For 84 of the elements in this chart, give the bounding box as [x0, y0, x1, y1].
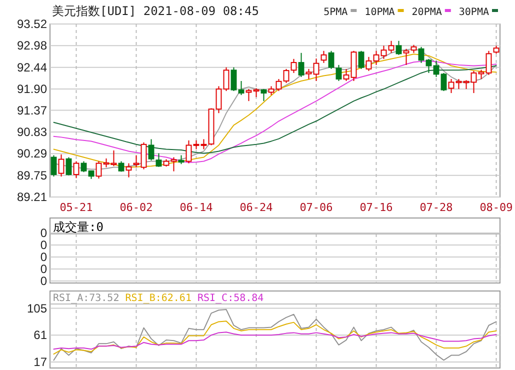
candlestick [396, 40, 402, 56]
legend-label: 5PMA [324, 7, 348, 18]
candlestick [440, 72, 447, 92]
candlestick [50, 154, 57, 178]
candlestick [73, 160, 80, 179]
y-tick-label: 92.98 [16, 38, 48, 53]
candlestick [298, 52, 304, 78]
line-series [53, 332, 497, 350]
candlestick [403, 48, 410, 66]
candlestick [433, 60, 440, 78]
y-tick-label: 91.90 [16, 82, 48, 96]
x-tick-label: 05-21 [60, 201, 93, 214]
candlestick [170, 156, 177, 172]
candlestick [388, 40, 394, 54]
candlestick [140, 142, 147, 170]
x-tick-label: 07-16 [360, 201, 393, 214]
candlestick [230, 66, 237, 92]
line-series [53, 308, 497, 361]
candlestick [260, 88, 267, 102]
candlestick [246, 88, 252, 102]
candlestick [486, 50, 492, 76]
candlestick [223, 66, 230, 92]
candlestick [343, 68, 350, 82]
y-tick-label: 90.29 [16, 146, 48, 161]
legend-label: 10PMA [364, 7, 395, 18]
candlestick [186, 140, 192, 164]
candlestick [470, 70, 477, 94]
y-tick-label: 61 [34, 328, 48, 342]
candlestick [456, 78, 462, 90]
candlestick [156, 152, 162, 168]
candlestick [478, 69, 484, 80]
text: 0 [40, 274, 48, 288]
legend-label: 30PMA [458, 7, 489, 18]
candlestick [306, 68, 312, 80]
text: RSI_C:58.84 [197, 293, 264, 304]
candlestick [426, 58, 432, 74]
candlestick [366, 56, 372, 72]
legend-label: 20PMA [412, 7, 442, 18]
y-tick-label: 93.52 [16, 17, 48, 31]
y-tick-label: 89.75 [16, 168, 48, 182]
y-tick-label: 17 [34, 355, 48, 369]
candlestick [373, 50, 380, 66]
y-tick-label: 90.83 [16, 124, 48, 139]
text: RSI_A:73.52 [53, 293, 120, 304]
candlestick [216, 86, 222, 114]
candlestick [66, 156, 72, 176]
x-tick-label: 06-14 [180, 201, 214, 214]
candlestick [126, 162, 132, 178]
candlestick [276, 78, 282, 92]
y-tick-label: 92.44 [16, 60, 48, 74]
candlestick [133, 154, 140, 168]
candlestick [328, 50, 334, 70]
text: 0 [40, 250, 48, 264]
text: 0 [40, 262, 48, 276]
candlestick [336, 64, 342, 82]
candlestick [283, 68, 290, 84]
x-tick-label: 07-06 [300, 201, 333, 214]
candlestick [238, 80, 244, 96]
x-tick-label: 06-24 [240, 201, 274, 214]
candlestick [418, 46, 424, 64]
candlestick [96, 160, 102, 180]
x-tick-label: 08-09 [480, 201, 513, 214]
text: 0 [40, 238, 48, 252]
candlestick [358, 50, 364, 70]
chart-title: 美元指数[UDI] 2021-08-09 08:45 [52, 4, 259, 18]
line-series [53, 320, 497, 355]
x-tick-label: 06-02 [120, 201, 153, 214]
y-tick-label: 91.37 [16, 103, 48, 118]
y-tick-label: 105 [26, 301, 48, 316]
candlestick [448, 78, 454, 94]
candlestick [320, 50, 327, 64]
text: RSI_B:62.61 [125, 293, 192, 304]
candlestick [380, 45, 387, 60]
candlestick [58, 154, 64, 178]
candlestick [110, 150, 117, 167]
candlestick [200, 138, 207, 150]
y-tick-label: 89.21 [16, 190, 48, 204]
candlestick [80, 160, 87, 173]
candlestick [313, 58, 320, 82]
candlestick [148, 138, 154, 161]
text: 成交量:0 [53, 220, 104, 234]
candlestick [290, 58, 297, 74]
text: 0 [40, 226, 48, 240]
x-tick-label: 07-28 [420, 201, 453, 214]
